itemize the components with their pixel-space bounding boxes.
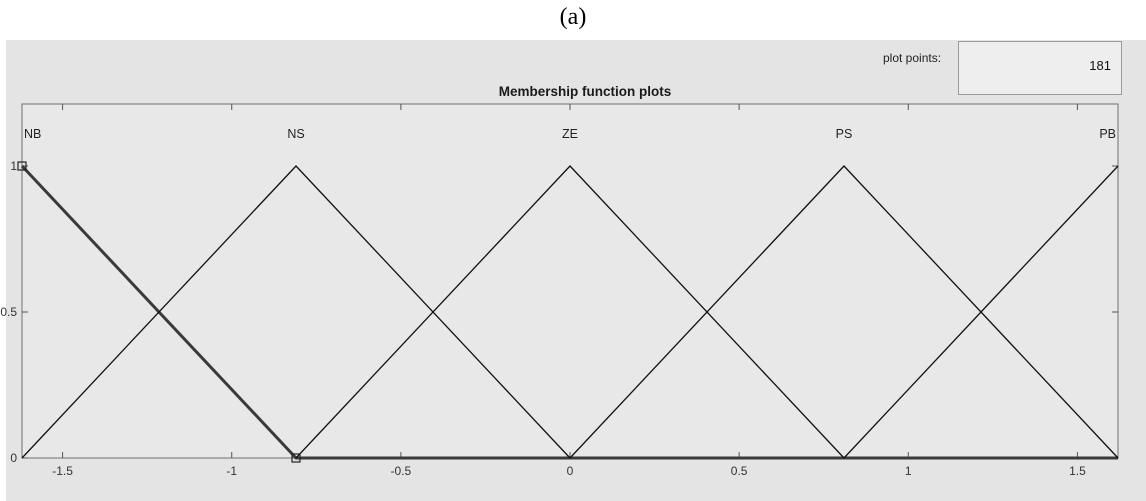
x-tick-label: 0 (567, 464, 574, 478)
x-tick-label: 1.5 (1069, 464, 1086, 478)
plot-area[interactable] (21, 103, 1119, 459)
membership-label-nb[interactable]: NB (24, 127, 41, 141)
y-tick-label: 1 (10, 159, 17, 173)
membership-label-ns[interactable]: NS (287, 127, 304, 141)
membership-label-pb[interactable]: PB (1099, 127, 1116, 141)
x-tick-label: -0.5 (391, 464, 412, 478)
x-tick-label: 0.5 (731, 464, 748, 478)
plot-points-label: plot points: (883, 51, 942, 65)
membership-label-ze[interactable]: ZE (562, 127, 578, 141)
vertex-handle[interactable] (17, 161, 27, 171)
vertex-handle[interactable] (291, 453, 301, 463)
x-tick-label: 1 (905, 464, 912, 478)
x-tick-label: -1.5 (52, 464, 73, 478)
y-tick-label: 0 (10, 451, 17, 465)
plot-points-input[interactable]: 181 (958, 41, 1122, 95)
membership-curve-pb[interactable] (843, 165, 1119, 459)
membership-curve-ps[interactable] (569, 165, 1119, 459)
x-tick-label: -1 (226, 464, 237, 478)
figure-caption: (a) (559, 4, 587, 30)
y-tick-label: 0.5 (0, 305, 17, 319)
membership-curve-ze[interactable] (295, 165, 845, 459)
membership-curve-ns[interactable] (21, 165, 571, 459)
membership-label-ps[interactable]: PS (836, 127, 853, 141)
plot-title: Membership function plots (498, 84, 672, 99)
